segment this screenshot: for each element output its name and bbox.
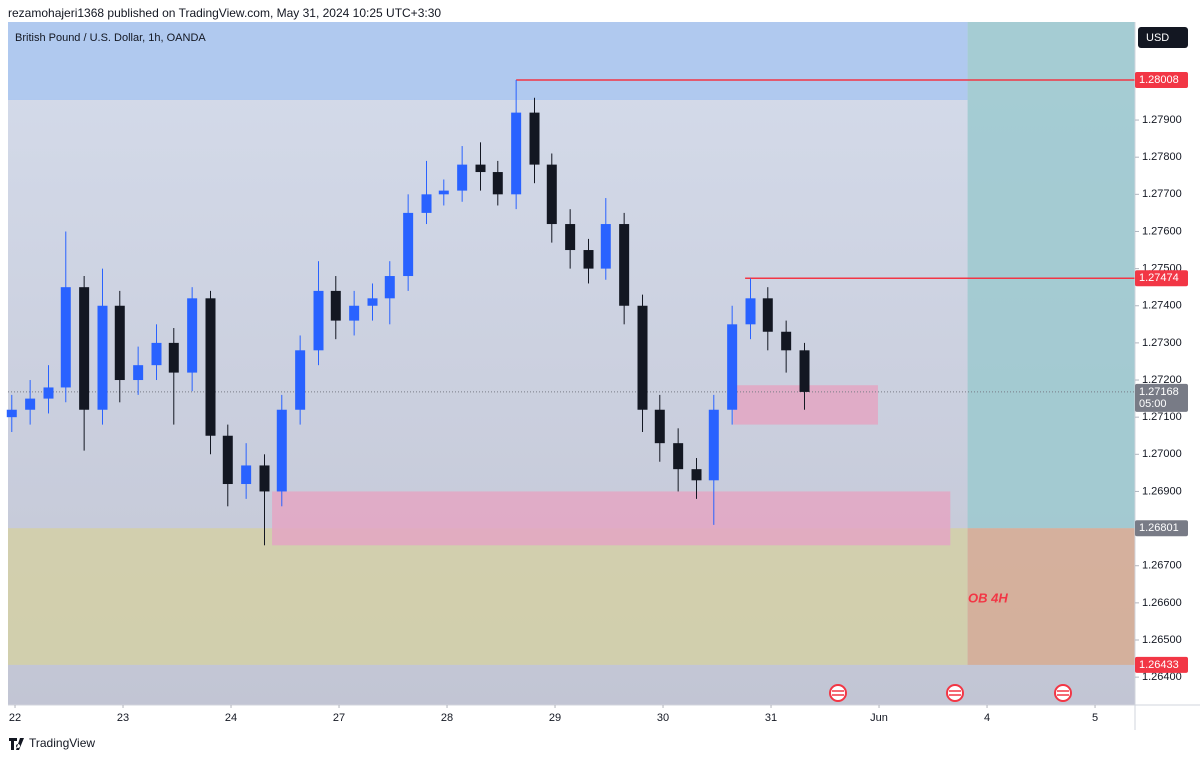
currency-button[interactable]	[1138, 27, 1188, 48]
x-tick-label: Jun	[870, 712, 888, 724]
zone	[8, 22, 968, 100]
candle-body	[222, 435, 233, 485]
candle-body	[637, 305, 648, 410]
y-tick-label: 1.27100	[1142, 411, 1182, 423]
last-price-label: 1.27168	[1139, 386, 1179, 398]
candle-body	[475, 164, 486, 173]
header: rezamohajeri1368 published on TradingVie…	[8, 6, 441, 20]
zone-price-label: 1.26801	[1139, 522, 1179, 534]
candle-body	[6, 409, 17, 418]
candle-body	[187, 298, 198, 373]
candle-body	[367, 298, 378, 306]
last-price-box	[1135, 383, 1188, 412]
candle-body	[313, 290, 324, 351]
candle-body	[511, 112, 522, 195]
candle-body	[421, 194, 432, 213]
candle-body	[79, 287, 90, 410]
level-price-label-box	[1135, 71, 1188, 88]
candle-body	[583, 250, 594, 269]
candle-body	[403, 212, 414, 277]
x-tick-label: 29	[549, 712, 561, 724]
candle-body	[295, 350, 306, 410]
candle-body	[349, 305, 360, 321]
candle-body	[60, 287, 71, 388]
chart-title: British Pound / U.S. Dollar, 1h, OANDA	[15, 32, 206, 44]
candle-body	[384, 276, 395, 299]
x-tick-label: 27	[333, 712, 345, 724]
y-tick-label: 1.27700	[1142, 188, 1182, 200]
zone-price-label-box	[1135, 656, 1188, 673]
x-tick-label: 24	[225, 712, 237, 724]
candle-body	[457, 164, 468, 191]
zone	[8, 528, 968, 665]
y-tick-label: 1.27000	[1142, 448, 1182, 460]
candle-body	[565, 224, 576, 251]
x-tick-label: 23	[117, 712, 129, 724]
candle-body	[168, 342, 179, 373]
candle-body	[546, 164, 557, 225]
candle-body	[259, 465, 270, 492]
zone	[967, 528, 1135, 665]
zone	[272, 491, 951, 546]
candle-body	[205, 298, 216, 436]
candle-body	[799, 350, 810, 392]
candle-body	[114, 305, 125, 381]
y-tick-label: 1.27800	[1142, 151, 1182, 163]
candle-body	[673, 443, 684, 470]
y-tick-label: 1.26900	[1142, 485, 1182, 497]
level-price-label-box	[1135, 270, 1188, 287]
candle-body	[151, 342, 162, 366]
candle-body	[727, 324, 738, 410]
x-tick-label: 28	[441, 712, 453, 724]
candle-body	[654, 409, 665, 444]
x-tick-label: 5	[1092, 712, 1098, 724]
x-tick-label: 30	[657, 712, 669, 724]
y-tick-label: 1.27300	[1142, 337, 1182, 349]
zone-price-label-box	[1135, 520, 1188, 537]
candle-body	[708, 409, 719, 481]
candle-body	[745, 298, 756, 325]
candle-body	[438, 190, 449, 195]
candle-body	[133, 365, 144, 381]
candle-body	[97, 305, 108, 410]
candle-body	[529, 112, 540, 165]
candle-body	[43, 387, 54, 399]
y-tick-label: 1.26400	[1142, 671, 1182, 683]
x-tick-label: 4	[984, 712, 990, 724]
x-tick-label: 22	[9, 712, 21, 724]
zone	[967, 22, 1135, 529]
candle-body	[330, 290, 341, 321]
annotation: OB 4H	[968, 590, 1008, 605]
candle-body	[691, 469, 702, 481]
logo-icon	[9, 738, 24, 750]
y-tick-label: 1.27900	[1142, 114, 1182, 126]
candle-body	[25, 398, 36, 410]
event-icons	[829, 684, 1072, 702]
candle-body	[600, 224, 611, 269]
x-tick-label: 31	[765, 712, 777, 724]
currency-label[interactable]: USD	[1146, 32, 1169, 44]
y-tick-label: 1.26700	[1142, 560, 1182, 572]
candle-body	[492, 172, 503, 195]
level-price-label: 1.28008	[1139, 74, 1179, 86]
footer-logo: TradingView	[29, 736, 95, 750]
candle-body	[781, 331, 792, 351]
candle-body	[619, 224, 630, 306]
y-tick-label: 1.27400	[1142, 300, 1182, 312]
y-tick-label: 1.27200	[1142, 374, 1182, 386]
countdown-label: 05:00	[1139, 398, 1167, 410]
zone-price-label: 1.26433	[1139, 659, 1179, 671]
candle-body	[762, 298, 773, 332]
level-price-label: 1.27474	[1139, 272, 1179, 284]
y-tick-label: 1.26500	[1142, 634, 1182, 646]
y-tick-label: 1.27600	[1142, 225, 1182, 237]
y-tick-label: 1.26600	[1142, 597, 1182, 609]
candle-body	[276, 409, 287, 492]
candle-body	[241, 465, 252, 485]
